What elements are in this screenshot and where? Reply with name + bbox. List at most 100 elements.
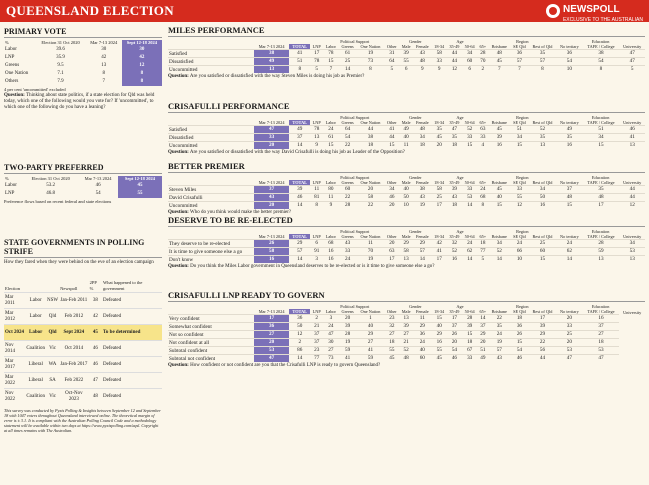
page-title: QUEENSLAND ELECTION	[6, 3, 174, 18]
table-row: Subtotal confident 53 86 23 27 59 41 55 52 40 55 54…	[168, 346, 645, 355]
cell-value: 53	[462, 193, 478, 202]
cell-value: 39	[446, 185, 463, 194]
cell-value: Vic	[45, 340, 60, 357]
cell-value: 47	[254, 354, 290, 362]
column-header: Greens	[341, 44, 354, 49]
cell-value: 28	[338, 330, 357, 339]
column-header: 18-34	[434, 234, 445, 239]
cell-value: 7	[323, 65, 339, 73]
cell-value: 5	[477, 255, 489, 263]
table-row: Uncommitted 20 14 8 9 28 22 20 10 19 17 18 14 8 15 12 16…	[168, 201, 645, 209]
cell-value: 59	[338, 346, 357, 355]
table-header-row: Mar 7-13 2024 TOTAL LNP Labor Greens One Nati…	[168, 180, 645, 186]
cell-value: 29	[413, 322, 432, 331]
question-label: Question:	[168, 74, 189, 79]
cell-value: 14	[477, 314, 489, 323]
column-header: 35-49	[449, 44, 460, 49]
cell-value: 15	[488, 201, 511, 209]
column-header: One Nation	[360, 234, 381, 239]
cell-value: 12	[510, 201, 529, 209]
primary-vote-table: % Election 31 Oct 2020 Mar 7-13 2024 Sept 1…	[4, 40, 162, 86]
group-header: Gender	[409, 39, 422, 44]
cell-value: 49	[556, 125, 583, 134]
cell-value: 30	[121, 46, 162, 54]
cell-value: 25	[338, 57, 357, 66]
panel-question: Question: Are you satisfied or dissatisf…	[168, 150, 645, 156]
tpp-title: TWO-PARTY PREFERRED	[4, 163, 162, 174]
primary-vote-question: Question: Thinking about state politics,…	[4, 93, 162, 111]
logo-name: NEWSPOLL	[562, 4, 620, 15]
cell-value: 6	[310, 239, 324, 248]
cell-value: 13	[254, 65, 290, 73]
column-header: Greens	[341, 180, 354, 185]
column-header: Labor	[325, 180, 336, 185]
cell-value: 15	[323, 57, 339, 66]
column-header: TAFE / College	[587, 309, 615, 314]
cell-value: 39	[399, 322, 414, 331]
row-label: It is time to give someone else a go	[168, 247, 254, 256]
panel-3: DESERVE TO BE RE-ELECTED Political Suppor…	[168, 215, 645, 270]
cell-value: 15	[323, 141, 339, 149]
cell-value: 44	[619, 193, 645, 202]
cell-value: 16	[488, 141, 511, 149]
column-header: Sept 12-18 2024	[117, 176, 162, 182]
cell-value: Qld	[45, 308, 60, 325]
table-row: Dissatisfied 49 51 78 15 25 73 64 55 48 33 44 60 70 45…	[168, 57, 645, 66]
cell-value: 40	[356, 322, 385, 331]
cell-value: 57	[488, 346, 511, 355]
cell-value: 19	[488, 338, 511, 347]
column-header: No tertiary	[560, 44, 579, 49]
column-header: %	[5, 40, 9, 45]
tpp-note: Preference flows based on recent federal…	[4, 199, 112, 204]
panel-1: CRISAFULLI PERFORMANCE Political Support G…	[168, 101, 645, 156]
row-label: Satisfied	[168, 125, 254, 134]
cell-value: 31	[384, 49, 400, 58]
column-header: Female	[415, 309, 429, 314]
cell-value: 41	[356, 346, 385, 355]
cell-value: 36	[289, 314, 311, 323]
cell-value: 22	[338, 193, 357, 202]
cell-value: 16	[556, 141, 583, 149]
cell-value: 47	[582, 354, 620, 362]
cell-value: 17	[446, 314, 463, 323]
row-label: Not so confident	[168, 330, 254, 339]
column-header: Greens	[341, 234, 354, 239]
panel-table: Political Support Gender Age Region Educatio…	[168, 39, 645, 73]
column-header: TOTAL	[289, 44, 311, 50]
cell-value: 38	[254, 49, 290, 58]
cell-value: 29	[413, 239, 432, 248]
column-header: TAFE / College	[587, 120, 615, 125]
cell-value: 52	[528, 125, 557, 134]
column-header: Greens	[341, 309, 354, 314]
cell-value: 20	[356, 185, 385, 194]
column-header: 65+	[479, 120, 487, 125]
cell-value: 34	[510, 133, 529, 142]
cell-value: 6	[399, 65, 414, 73]
row-label: Very confident	[168, 314, 254, 323]
question-text: Are you satisfied or dissatisfied with t…	[189, 150, 405, 155]
column-header: TOTAL	[289, 120, 311, 126]
group-header: Region	[516, 229, 529, 234]
group-header: Age	[456, 39, 464, 44]
table-row: It is time to give someone else a go 58 57…	[168, 247, 645, 256]
cell-value: 12	[446, 65, 463, 73]
panel-question: Question: How confident or not confident…	[168, 363, 645, 369]
cell-value: 15	[556, 201, 583, 209]
cell-value: 35.9	[56, 55, 65, 60]
group-header-row: Political Support Gender Age Region Educatio…	[168, 175, 645, 180]
question-text: How confident or not confident are you t…	[190, 363, 381, 368]
cell-value: 91	[310, 247, 324, 256]
cell-value: 17	[582, 201, 620, 209]
cell-value: 46	[95, 183, 101, 188]
column-header: Mar 7-13 2024	[258, 234, 285, 239]
panel-question: Question: Are you satisfied or dissatisf…	[168, 74, 645, 80]
table-row: Greens 9.5 13 12	[4, 62, 162, 70]
cell-value: 51	[510, 125, 529, 134]
strife-subtitle: How they fared when they were behind on …	[4, 260, 154, 265]
cell-value: 19	[356, 49, 385, 58]
table-row: Oct 2024 Labor Qld Sept 2024 45 To be determi…	[4, 324, 162, 341]
cell-value: 41	[289, 49, 311, 58]
column-header: One Nation	[360, 180, 381, 185]
cell-value: 12	[121, 62, 162, 70]
cell-value: 37	[289, 133, 311, 142]
